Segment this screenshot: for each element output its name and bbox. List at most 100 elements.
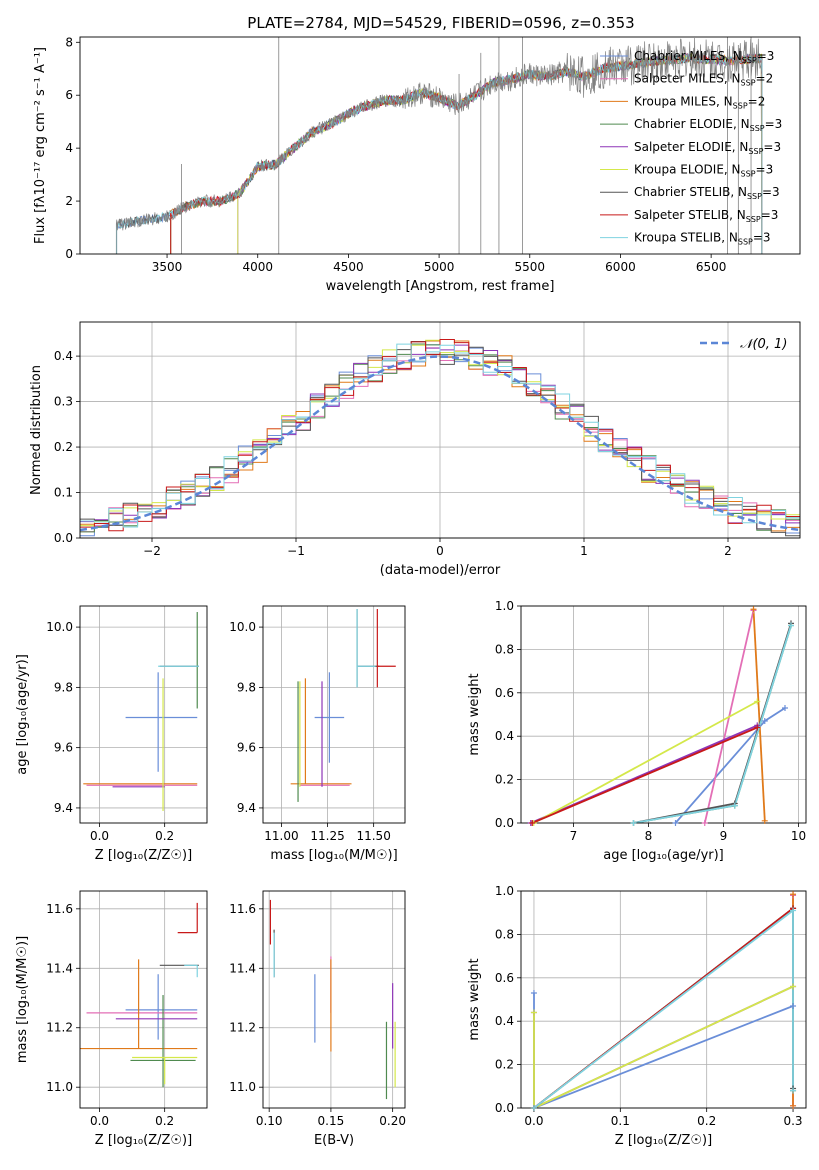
y-tick-label: 9.8 (54, 680, 73, 694)
axes-frame (79, 605, 208, 824)
x-tick-label: 0.20 (379, 1114, 406, 1128)
x-tick-label: 8 (645, 829, 653, 843)
plot-area (83, 612, 199, 811)
y-tick-label: 0.3 (54, 395, 73, 409)
y-tick-label: 11.0 (229, 1080, 256, 1094)
weight-series-8 (533, 908, 794, 1108)
weight-marker-7 (754, 724, 761, 731)
x-tick-label: 0.0 (90, 829, 109, 843)
x-tick-label: 9 (720, 829, 728, 843)
x-tick-label: 0.2 (697, 1114, 716, 1128)
legend-count: =2 (748, 94, 766, 108)
plot-area (115, 37, 763, 254)
y-tick-label: 9.6 (54, 741, 73, 755)
legend-count: =3 (763, 140, 781, 154)
legend-count: =3 (761, 208, 779, 222)
x-axis-label: Z [log₁₀(Z/Z☉)] (95, 848, 192, 863)
y-tick-label: 11.6 (46, 902, 73, 916)
legend-entry: Chabrier STELIB, NSSP=3 (634, 185, 780, 201)
y-tick-label: 0 (65, 247, 73, 261)
weight-series-2 (752, 609, 766, 821)
weight-marker-8 (530, 1105, 537, 1111)
y-tick-label: 9.4 (54, 801, 73, 815)
legend-entry: Kroupa ELODIE, NSSP=3 (634, 163, 773, 179)
legend-count: =3 (762, 185, 780, 199)
weight-marker-0 (790, 1003, 797, 1010)
y-tick-label: 1.0 (495, 884, 514, 898)
x-tick-label: 1 (580, 544, 588, 558)
weight-marker-2 (790, 1102, 797, 1109)
panel-mass-vs-Z: 0.0 0.2 11.0 11.2 11.4 11.6 Z [log₁₀(Z/Z☉)] mas… (15, 890, 208, 1148)
legend-name: Salpeter STELIB, N (634, 208, 746, 222)
weight-marker-5 (790, 983, 797, 990)
x-tick-label: 7 (570, 829, 578, 843)
x-axis-label: Z [log₁₀(Z/Z☉)] (615, 1133, 712, 1148)
data-point-6 (356, 609, 380, 688)
axes-frame (79, 36, 801, 255)
x-tick-label: 3500 (152, 260, 183, 274)
data-point-8 (184, 964, 198, 978)
data-point-3 (130, 995, 196, 1088)
x-tick-label: 11.25 (310, 829, 344, 843)
axes-frame (520, 890, 807, 1109)
y-tick-label: 0.1 (54, 486, 73, 500)
y-tick-label: 8 (65, 35, 73, 49)
plot-area (533, 894, 794, 1108)
weight-marker-8 (788, 622, 794, 629)
x-tick-label: 0.3 (783, 1114, 802, 1128)
legend-entry: Kroupa MILES, NSSP=2 (634, 94, 765, 110)
x-tick-label: −1 (287, 544, 305, 558)
legend-name: Kroupa MILES, N (634, 94, 733, 108)
legend-name: Chabrier ELODIE, N (634, 117, 750, 131)
legend-name: Salpeter MILES, N (634, 72, 741, 86)
y-tick-label: 0.4 (54, 349, 73, 363)
legend-count: =3 (757, 49, 775, 63)
legend-subscript: SSP (748, 147, 763, 156)
weight-marker-5 (530, 1009, 537, 1016)
data-point-2 (290, 678, 352, 785)
legend-entry: Chabrier ELODIE, NSSP=3 (634, 117, 782, 133)
data-point-7 (177, 902, 198, 934)
data-point-7 (376, 609, 396, 688)
x-axis-label: Z [log₁₀(Z/Z☉)] (95, 1133, 192, 1148)
y-tick-label: 0.6 (495, 686, 514, 700)
x-axis-label: mass [log₁₀(M/M☉)] (270, 848, 397, 863)
y-tick-label: 0.0 (495, 1101, 514, 1115)
y-tick-label: 11.2 (46, 1021, 73, 1035)
x-tick-label: 10 (791, 829, 806, 843)
y-tick-label: 0.2 (495, 773, 514, 787)
x-axis-label: E(B-V) (314, 1133, 354, 1148)
x-tick-label: 5500 (514, 260, 545, 274)
weight-marker-0 (672, 820, 679, 826)
y-tick-label: 11.0 (46, 1080, 73, 1094)
x-tick-label: 4000 (242, 260, 273, 274)
legend-entry: 𝒩(0, 1) (740, 337, 787, 352)
y-tick-label: 11.4 (46, 961, 73, 975)
x-tick-label: 0.1 (611, 1114, 630, 1128)
legend: 𝒩(0, 1) (700, 337, 787, 352)
weight-marker-2 (761, 817, 768, 824)
legend-count: =2 (756, 72, 774, 86)
observed-spectrum (115, 37, 762, 254)
weight-marker-8 (790, 907, 797, 914)
legend-subscript: SSP (738, 238, 753, 247)
y-tick-label: 0.0 (495, 816, 514, 830)
plot-area (530, 609, 792, 823)
x-tick-label: 0.0 (90, 1114, 109, 1128)
y-axis-label: Flux [fλ10⁻¹⁷ erg cm⁻² s⁻¹ A⁻¹] (33, 47, 48, 244)
weight-marker-5 (754, 698, 761, 705)
x-tick-label: 0.2 (155, 1114, 174, 1128)
x-tick-label: 6500 (696, 260, 727, 274)
weight-marker-8 (731, 802, 738, 809)
y-tick-label: 11.2 (229, 1021, 256, 1035)
legend-count: =3 (756, 163, 774, 177)
x-tick-label: 0 (436, 544, 444, 558)
y-tick-label: 0.4 (495, 1014, 514, 1028)
x-tick-label: 11.50 (356, 829, 390, 843)
y-tick-label: 6 (65, 88, 73, 102)
panel-age-vs-mass: 11.00 11.25 11.50 9.4 9.6 9.8 10.0 mass [log₁₀(… (229, 605, 406, 863)
x-tick-label: 0.15 (318, 1114, 345, 1128)
residual-histogram-8 (80, 343, 800, 528)
weight-marker-1 (701, 820, 708, 826)
legend-name: Chabrier STELIB, N (634, 185, 747, 199)
